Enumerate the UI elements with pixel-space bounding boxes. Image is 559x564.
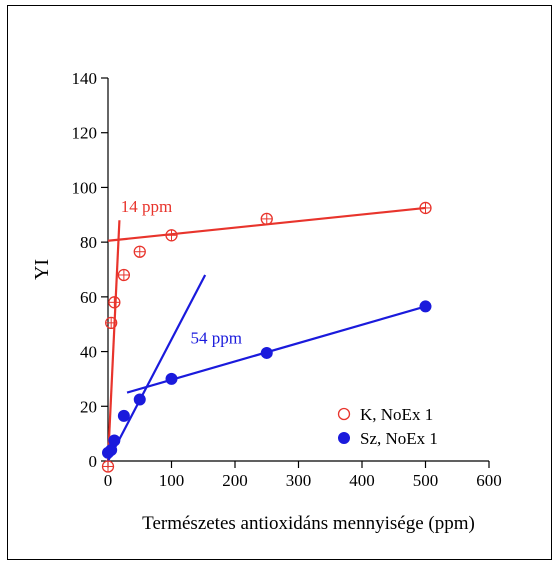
fit-line bbox=[106, 220, 121, 462]
data-point bbox=[108, 434, 121, 447]
data-point bbox=[165, 372, 178, 385]
y-axis-label: YI bbox=[31, 259, 53, 280]
y-tick-label: 40 bbox=[80, 343, 97, 362]
chart: 0 20 40 60 80 100 120 140 0 100 200 300 400 500 600 Ter… bbox=[31, 69, 502, 534]
data-point bbox=[165, 229, 178, 242]
data-point bbox=[260, 346, 273, 359]
figure-frame: 0 20 40 60 80 100 120 140 0 100 200 300 400 500 600 Ter… bbox=[7, 5, 552, 560]
x-tick-label: 400 bbox=[349, 471, 375, 490]
fit-line bbox=[107, 274, 207, 462]
legend-marker bbox=[338, 432, 350, 444]
data-point bbox=[133, 245, 146, 258]
x-axis-label: Természetes antioxidáns mennyisége (ppm) bbox=[142, 513, 475, 534]
y-tick-label: 140 bbox=[72, 69, 98, 88]
x-tick-label: 0 bbox=[104, 471, 113, 490]
y-tick-label: 80 bbox=[80, 233, 97, 252]
annotation-label: 54 ppm bbox=[191, 328, 242, 347]
y-tick-label: 120 bbox=[72, 124, 98, 143]
y-tick-label: 100 bbox=[72, 178, 98, 197]
data-point bbox=[419, 201, 432, 215]
legend-label: Sz, NoEx 1 bbox=[360, 429, 438, 448]
data-point bbox=[117, 268, 131, 282]
x-tick-label: 300 bbox=[286, 471, 312, 490]
data-point bbox=[133, 393, 146, 406]
data-point bbox=[105, 316, 118, 329]
x-tick-label: 100 bbox=[159, 471, 185, 490]
data-point bbox=[419, 300, 432, 313]
legend-label: K, NoEx 1 bbox=[360, 405, 433, 424]
y-tick-label: 60 bbox=[80, 288, 97, 307]
data-point bbox=[117, 409, 130, 422]
data-point bbox=[101, 460, 115, 473]
data-point bbox=[108, 296, 121, 309]
legend-marker bbox=[337, 407, 351, 421]
x-tick-label: 600 bbox=[476, 471, 502, 490]
annotation-label: 14 ppm bbox=[121, 197, 172, 216]
data-point bbox=[260, 212, 273, 226]
x-tick-label: 500 bbox=[413, 471, 439, 490]
y-tick-label: 20 bbox=[80, 397, 97, 416]
x-tick-label: 200 bbox=[222, 471, 248, 490]
y-tick-label: 0 bbox=[89, 452, 98, 471]
